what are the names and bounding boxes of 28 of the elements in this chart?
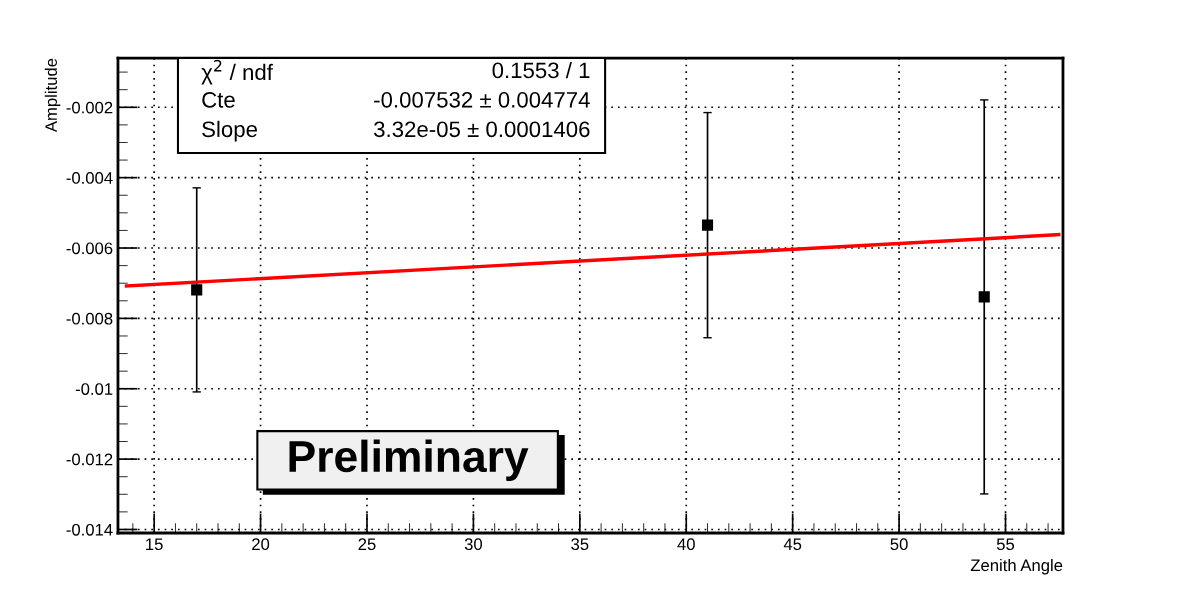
x-tick-label: 35	[571, 538, 589, 551]
annotation: Slope	[202, 120, 257, 142]
annotation: 3.32e-05 ± 0.0001406	[374, 121, 590, 138]
x-axis-title: Zenith Angle	[970, 558, 1063, 575]
x-tick-label: 55	[996, 538, 1015, 551]
annotation: Preliminary	[289, 439, 529, 482]
x-tick-label: 40	[677, 538, 695, 551]
y-tick-label: -0.008	[66, 312, 113, 325]
y-axis-title: Amplitude	[44, 58, 61, 133]
annotation: χ$^{2}$ / ndf	[201, 59, 273, 85]
y-tick-label: -0.002	[66, 101, 113, 114]
y-tick-label: -0.012	[66, 453, 113, 466]
point	[701, 219, 714, 231]
y-tick-label: -0.014	[66, 523, 113, 536]
y-tick-label: -0.004	[66, 172, 113, 184]
x-tick-label: 45	[783, 538, 802, 551]
x-tick-label: 25	[358, 538, 376, 551]
point	[978, 291, 990, 303]
annotation: -0.007532 ± 0.004774	[374, 91, 590, 108]
x-tick-label: 50	[890, 538, 908, 551]
point	[191, 284, 203, 296]
annotation: 0.1553 / 1	[492, 61, 590, 79]
x-tick-label: 15	[146, 538, 163, 551]
annotation: Cte	[202, 91, 235, 108]
x-tick-label: 30	[464, 538, 483, 551]
y-tick-label: -0.006	[66, 242, 113, 255]
x-tick-label: 20	[252, 538, 270, 551]
y-tick-label: -0.01	[75, 383, 113, 395]
